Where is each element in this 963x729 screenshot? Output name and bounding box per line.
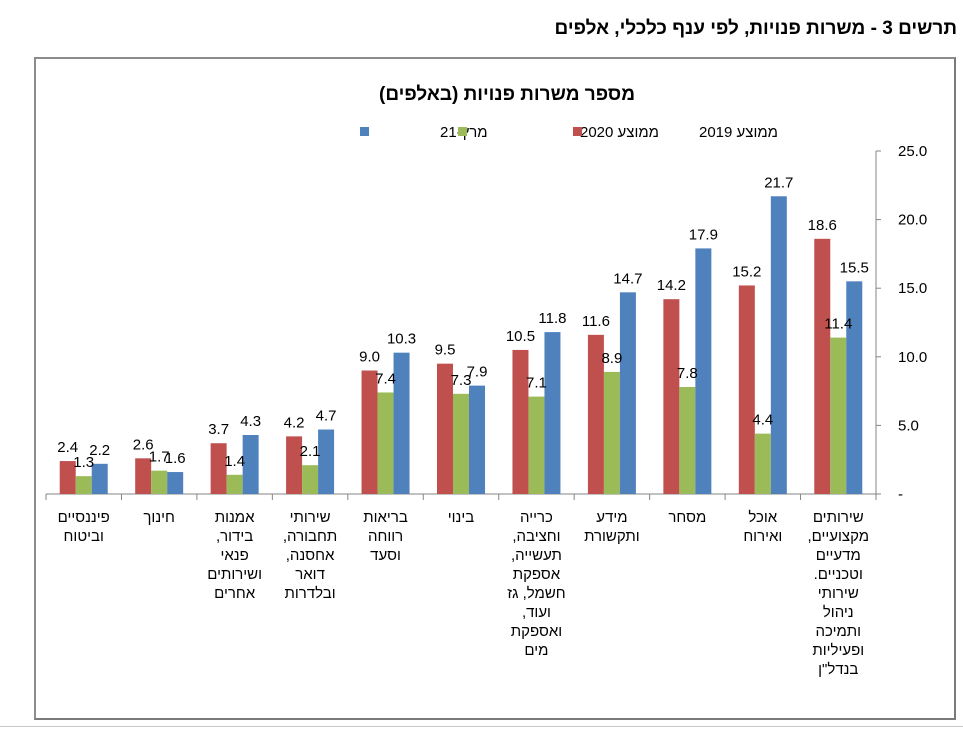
data-label: 15.5 <box>840 259 869 276</box>
y-tick-label: 25.0 <box>898 143 927 160</box>
bar-series-0-cat-0 <box>59 461 76 494</box>
bar-series-2-cat-1 <box>167 472 184 494</box>
bar-series-1-cat-5 <box>453 393 469 494</box>
x-category-label: כרייה וחציבה, תעשייה, אספקת חשמל, גז ועו… <box>507 509 566 659</box>
x-axis <box>45 493 877 500</box>
bar-series-0-cat-4 <box>361 370 378 494</box>
data-label: 7.4 <box>375 370 396 387</box>
x-category-label: בריאות רווחה וסעד <box>363 509 408 564</box>
bar-series-2-cat-9 <box>770 196 787 494</box>
y-axis: - 5.0 10.0 15.0 20.0 25.0 <box>875 143 927 503</box>
legend-swatch <box>458 127 467 136</box>
x-category-label: פיננסיים וביטוח <box>57 509 110 545</box>
data-label: 4.3 <box>240 413 261 430</box>
legend-swatch <box>360 127 369 136</box>
bar-series-0-cat-10 <box>814 238 831 494</box>
bar-series-1-cat-6 <box>528 396 545 494</box>
data-label: 11.6 <box>582 313 610 330</box>
bar-series-1-cat-4 <box>377 392 394 494</box>
data-label: 10.5 <box>506 328 535 345</box>
bar-series-2-cat-7 <box>619 292 636 494</box>
page-title: תרשים 3 - משרות פנויות, לפי ענף כלכלי, א… <box>554 18 957 39</box>
data-label: 10.3 <box>387 331 416 348</box>
x-category-label: מידע ותקשורת <box>584 509 640 545</box>
y-tick-label: 20.0 <box>898 212 927 229</box>
data-label: 2.1 <box>300 443 321 460</box>
y-tick-label: - <box>898 486 903 503</box>
bar-series-1-cat-2 <box>226 474 243 494</box>
data-label: 9.5 <box>435 342 456 359</box>
bar-series-2-cat-10 <box>846 281 863 494</box>
data-label: 2.4 <box>57 439 78 456</box>
bar-series-0-cat-3 <box>286 436 303 494</box>
data-label: 14.7 <box>613 270 642 287</box>
data-label: 4.7 <box>316 408 337 425</box>
legend-label: ממוצע 2020 <box>580 124 659 141</box>
x-category-label: אוכל ואירוח <box>743 509 783 545</box>
data-label: 4.4 <box>752 412 773 429</box>
bar-series-2-cat-6 <box>544 332 561 494</box>
data-label: 11.8 <box>538 310 566 327</box>
bar-series-0-cat-9 <box>738 285 755 494</box>
legend-label: ממוצע 2019 <box>699 124 778 141</box>
bar-series-0-cat-6 <box>512 349 529 494</box>
bar-series-2-cat-8 <box>695 248 712 494</box>
bar-series-1-cat-3 <box>302 465 319 494</box>
data-label: 8.9 <box>601 350 622 367</box>
data-label: 7.8 <box>677 365 698 382</box>
chart-legend: מרץ-21 ממוצע 2020 ממוצע 2019 <box>360 124 778 141</box>
data-label: 3.7 <box>208 421 229 438</box>
bar-series-0-cat-7 <box>587 334 604 494</box>
bar-series-1-cat-1 <box>151 470 168 494</box>
data-label: 9.0 <box>359 349 380 366</box>
x-category-label: אמנות בידור, פנאי ושירותים אחרים <box>207 509 263 602</box>
data-label: 11.4 <box>824 316 852 333</box>
bar-series-1-cat-10 <box>830 337 847 494</box>
data-label: 17.9 <box>689 226 718 243</box>
x-category-label: שירותים מקצועיים, מדעיים וטכניים. שירותי… <box>807 509 870 678</box>
data-label: 7.1 <box>526 375 547 392</box>
data-label: 4.2 <box>284 414 305 431</box>
bar-series-0-cat-5 <box>437 363 453 494</box>
data-label: 7.3 <box>451 372 472 389</box>
bar-series-0-cat-2 <box>210 443 227 494</box>
bar-series-1-cat-0 <box>75 476 92 494</box>
data-label: 15.2 <box>732 263 761 280</box>
bar-series-0-cat-1 <box>135 458 152 494</box>
data-label: 14.2 <box>657 277 686 294</box>
chart-frame <box>34 57 956 720</box>
data-label: 1.6 <box>165 450 186 467</box>
data-label: 1.7 <box>149 449 170 466</box>
data-label: 2.2 <box>89 442 110 459</box>
data-label: 18.6 <box>808 217 837 234</box>
data-label: 7.9 <box>467 364 488 381</box>
bar-series-2-cat-4 <box>393 352 410 494</box>
x-category-label: בינוי <box>447 509 475 526</box>
x-category-label: חינוך <box>143 509 175 526</box>
data-labels: 2.4 2.6 3.7 4.2 9.0 9.5 10.5 11.6 14.2 15.2 18.6 1.… <box>57 174 869 471</box>
bars <box>59 196 863 494</box>
y-tick-label: 5.0 <box>898 417 919 434</box>
bar-series-1-cat-9 <box>754 433 771 494</box>
y-tick-label: 10.0 <box>898 349 927 366</box>
data-label: 2.6 <box>133 436 154 453</box>
bar-series-0-cat-8 <box>663 299 680 494</box>
data-label: 1.3 <box>73 454 94 471</box>
bottom-divider <box>0 726 963 727</box>
y-tick-label: 15.0 <box>898 280 927 297</box>
bar-series-2-cat-0 <box>91 463 108 494</box>
bar-series-1-cat-8 <box>679 386 696 494</box>
x-category-label: שירותי תחבורה, אחסנה, דואר ובלדרות <box>282 509 338 602</box>
legend-swatch <box>573 127 582 136</box>
bar-series-2-cat-5 <box>469 385 485 494</box>
bar-series-2-cat-3 <box>318 429 335 494</box>
chart-title: מספר משרות פנויות (באלפים) <box>379 84 635 105</box>
x-category-label: מסחר <box>668 509 707 526</box>
data-label: 1.4 <box>224 453 245 470</box>
bar-series-1-cat-7 <box>603 371 620 494</box>
bar-series-2-cat-2 <box>242 435 259 494</box>
data-label: 21.7 <box>764 174 793 191</box>
